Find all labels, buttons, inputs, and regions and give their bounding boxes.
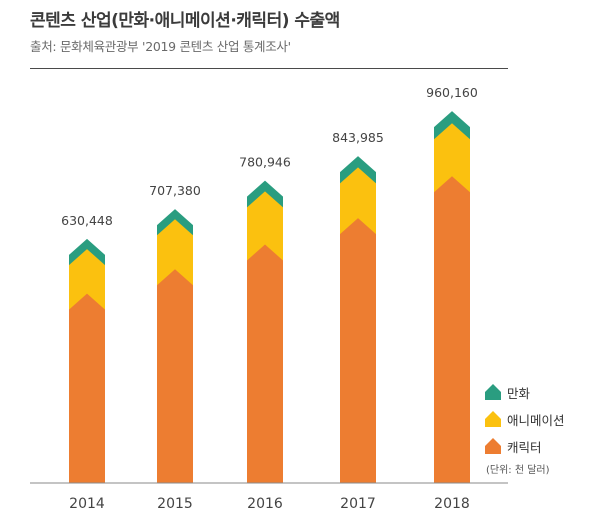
- legend-item-animation: 애니메이션: [484, 407, 565, 431]
- legend-item-comics: 만화: [484, 380, 565, 404]
- chart-source: 출처: 문화체육관광부 '2019 콘텐츠 산업 통계조사': [30, 39, 291, 54]
- comics-swatch-icon: [485, 384, 501, 400]
- x-tick-2018: 2018: [434, 496, 470, 512]
- x-tick-2016: 2016: [247, 496, 283, 512]
- unit-note: (단위: 천 달러): [486, 465, 550, 476]
- animation-swatch-icon: [485, 411, 501, 427]
- character-swatch-icon: [485, 438, 501, 454]
- total-labels-group: 630,448 707,380 780,946 843,985 960,160: [61, 85, 478, 228]
- total-label-2018: 960,160: [426, 85, 478, 100]
- x-tick-2017: 2017: [340, 496, 376, 512]
- x-tick-labels-group: 2014 2015 2016 2017 2018: [69, 496, 470, 512]
- total-label-2015: 707,380: [149, 183, 201, 198]
- bars-group: [69, 111, 470, 484]
- legend-label-character: 캐릭터: [507, 439, 542, 455]
- total-label-2016: 780,946: [239, 155, 291, 170]
- x-tick-2015: 2015: [157, 496, 193, 512]
- bar-character-2018: [434, 176, 470, 483]
- title-divider: [30, 68, 508, 69]
- total-label-2014: 630,448: [61, 213, 113, 228]
- total-label-2017: 843,985: [332, 130, 384, 145]
- bar-character-2017: [340, 218, 376, 483]
- chart-title: 콘텐츠 산업(만화·애니메이션·캐릭터) 수출액: [30, 11, 340, 31]
- bar-character-2014: [69, 293, 105, 483]
- legend-item-character: 캐릭터: [484, 434, 565, 458]
- x-tick-2014: 2014: [69, 496, 105, 512]
- bar-character-2015: [157, 269, 193, 483]
- bar-character-2016: [247, 244, 283, 483]
- legend-label-animation: 애니메이션: [507, 412, 565, 428]
- legend-label-comics: 만화: [507, 385, 531, 401]
- legend: 만화 애니메이션 캐릭터 (단위: 천 달러): [484, 380, 565, 476]
